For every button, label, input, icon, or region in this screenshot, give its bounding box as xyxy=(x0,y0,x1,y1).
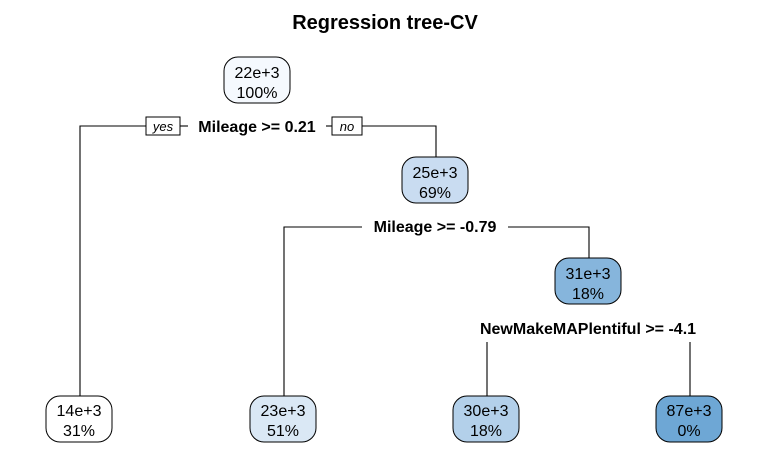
edge-root-right xyxy=(362,125,437,157)
node-leaf2-percent: 51% xyxy=(267,423,299,440)
yes-tag-box xyxy=(145,116,181,136)
node-n3: 31e+3 18% xyxy=(554,257,622,305)
node-n3-percent: 18% xyxy=(572,286,604,303)
node-n3-value: 31e+3 xyxy=(566,266,611,283)
node-leaf4: 87e+3 0% xyxy=(655,395,723,443)
node-leaf2: 23e+3 51% xyxy=(249,395,317,443)
node-root-value: 22e+3 xyxy=(235,65,280,82)
node-leaf3-percent: 18% xyxy=(470,423,502,440)
node-n2-percent: 69% xyxy=(419,185,451,202)
node-leaf1-value: 14e+3 xyxy=(57,403,102,420)
split-label-2: Mileage >= -0.79 xyxy=(374,219,497,236)
edge-n2-right xyxy=(508,226,590,258)
split-label-3: NewMakeMAPlentiful >= -4.1 xyxy=(480,321,696,338)
node-root-box xyxy=(223,56,291,104)
yes-tag-label: yes xyxy=(152,119,174,134)
node-leaf4-percent: 0% xyxy=(677,423,700,440)
no-tag: no xyxy=(331,116,363,136)
node-leaf1-box xyxy=(45,395,113,443)
node-root: 22e+3 100% xyxy=(223,56,291,104)
diagram-title: Regression tree-CV xyxy=(292,12,478,34)
no-tag-box xyxy=(331,116,363,136)
edge-n2-left xyxy=(283,226,362,398)
node-leaf2-box xyxy=(249,395,317,443)
node-n3-box xyxy=(554,257,622,305)
edge-root-left xyxy=(79,125,148,398)
node-leaf4-box xyxy=(655,395,723,443)
split-label-1: Mileage >= 0.21 xyxy=(198,119,316,136)
node-leaf3-box xyxy=(452,395,520,443)
node-leaf1: 14e+3 31% xyxy=(45,395,113,443)
node-leaf3-value: 30e+3 xyxy=(464,403,509,420)
no-tag-label: no xyxy=(340,119,354,134)
node-root-percent: 100% xyxy=(237,85,278,102)
node-leaf3: 30e+3 18% xyxy=(452,395,520,443)
tree-edges xyxy=(79,125,691,398)
node-n2: 25e+3 69% xyxy=(401,156,469,204)
node-n2-box xyxy=(401,156,469,204)
node-leaf1-percent: 31% xyxy=(63,423,95,440)
node-leaf2-value: 23e+3 xyxy=(261,403,306,420)
node-leaf4-value: 87e+3 xyxy=(667,403,712,420)
yes-tag: yes xyxy=(145,116,181,136)
node-n2-value: 25e+3 xyxy=(413,165,458,182)
